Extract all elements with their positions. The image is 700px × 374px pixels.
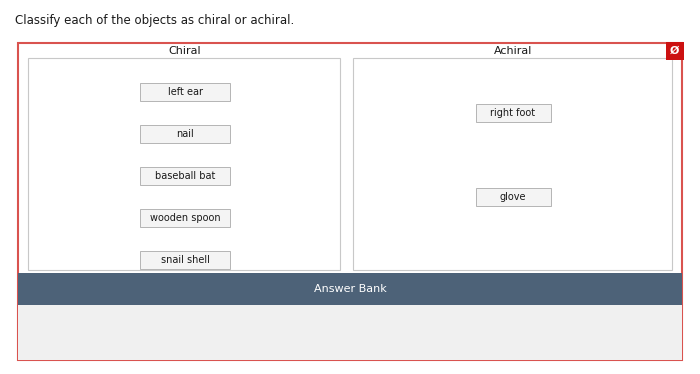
Text: right foot: right foot (491, 108, 536, 118)
Text: Answer Bank: Answer Bank (314, 284, 386, 294)
FancyBboxPatch shape (18, 43, 682, 360)
Text: wooden spoon: wooden spoon (150, 213, 220, 223)
FancyBboxPatch shape (353, 58, 672, 270)
Text: baseball bat: baseball bat (155, 171, 215, 181)
FancyBboxPatch shape (140, 125, 230, 143)
FancyBboxPatch shape (140, 251, 230, 269)
Text: Classify each of the objects as chiral or achiral.: Classify each of the objects as chiral o… (15, 14, 294, 27)
FancyBboxPatch shape (28, 58, 340, 270)
FancyBboxPatch shape (140, 167, 230, 185)
FancyBboxPatch shape (140, 209, 230, 227)
Text: Achiral: Achiral (494, 46, 532, 56)
Text: Ø: Ø (671, 46, 680, 56)
Text: left ear: left ear (167, 87, 202, 97)
FancyBboxPatch shape (18, 305, 682, 360)
FancyBboxPatch shape (18, 273, 682, 305)
FancyBboxPatch shape (475, 104, 550, 122)
FancyBboxPatch shape (666, 42, 684, 60)
Text: nail: nail (176, 129, 194, 139)
FancyBboxPatch shape (475, 188, 550, 206)
Text: snail shell: snail shell (160, 255, 209, 265)
Text: glove: glove (500, 192, 526, 202)
Text: Chiral: Chiral (169, 46, 202, 56)
FancyBboxPatch shape (140, 83, 230, 101)
